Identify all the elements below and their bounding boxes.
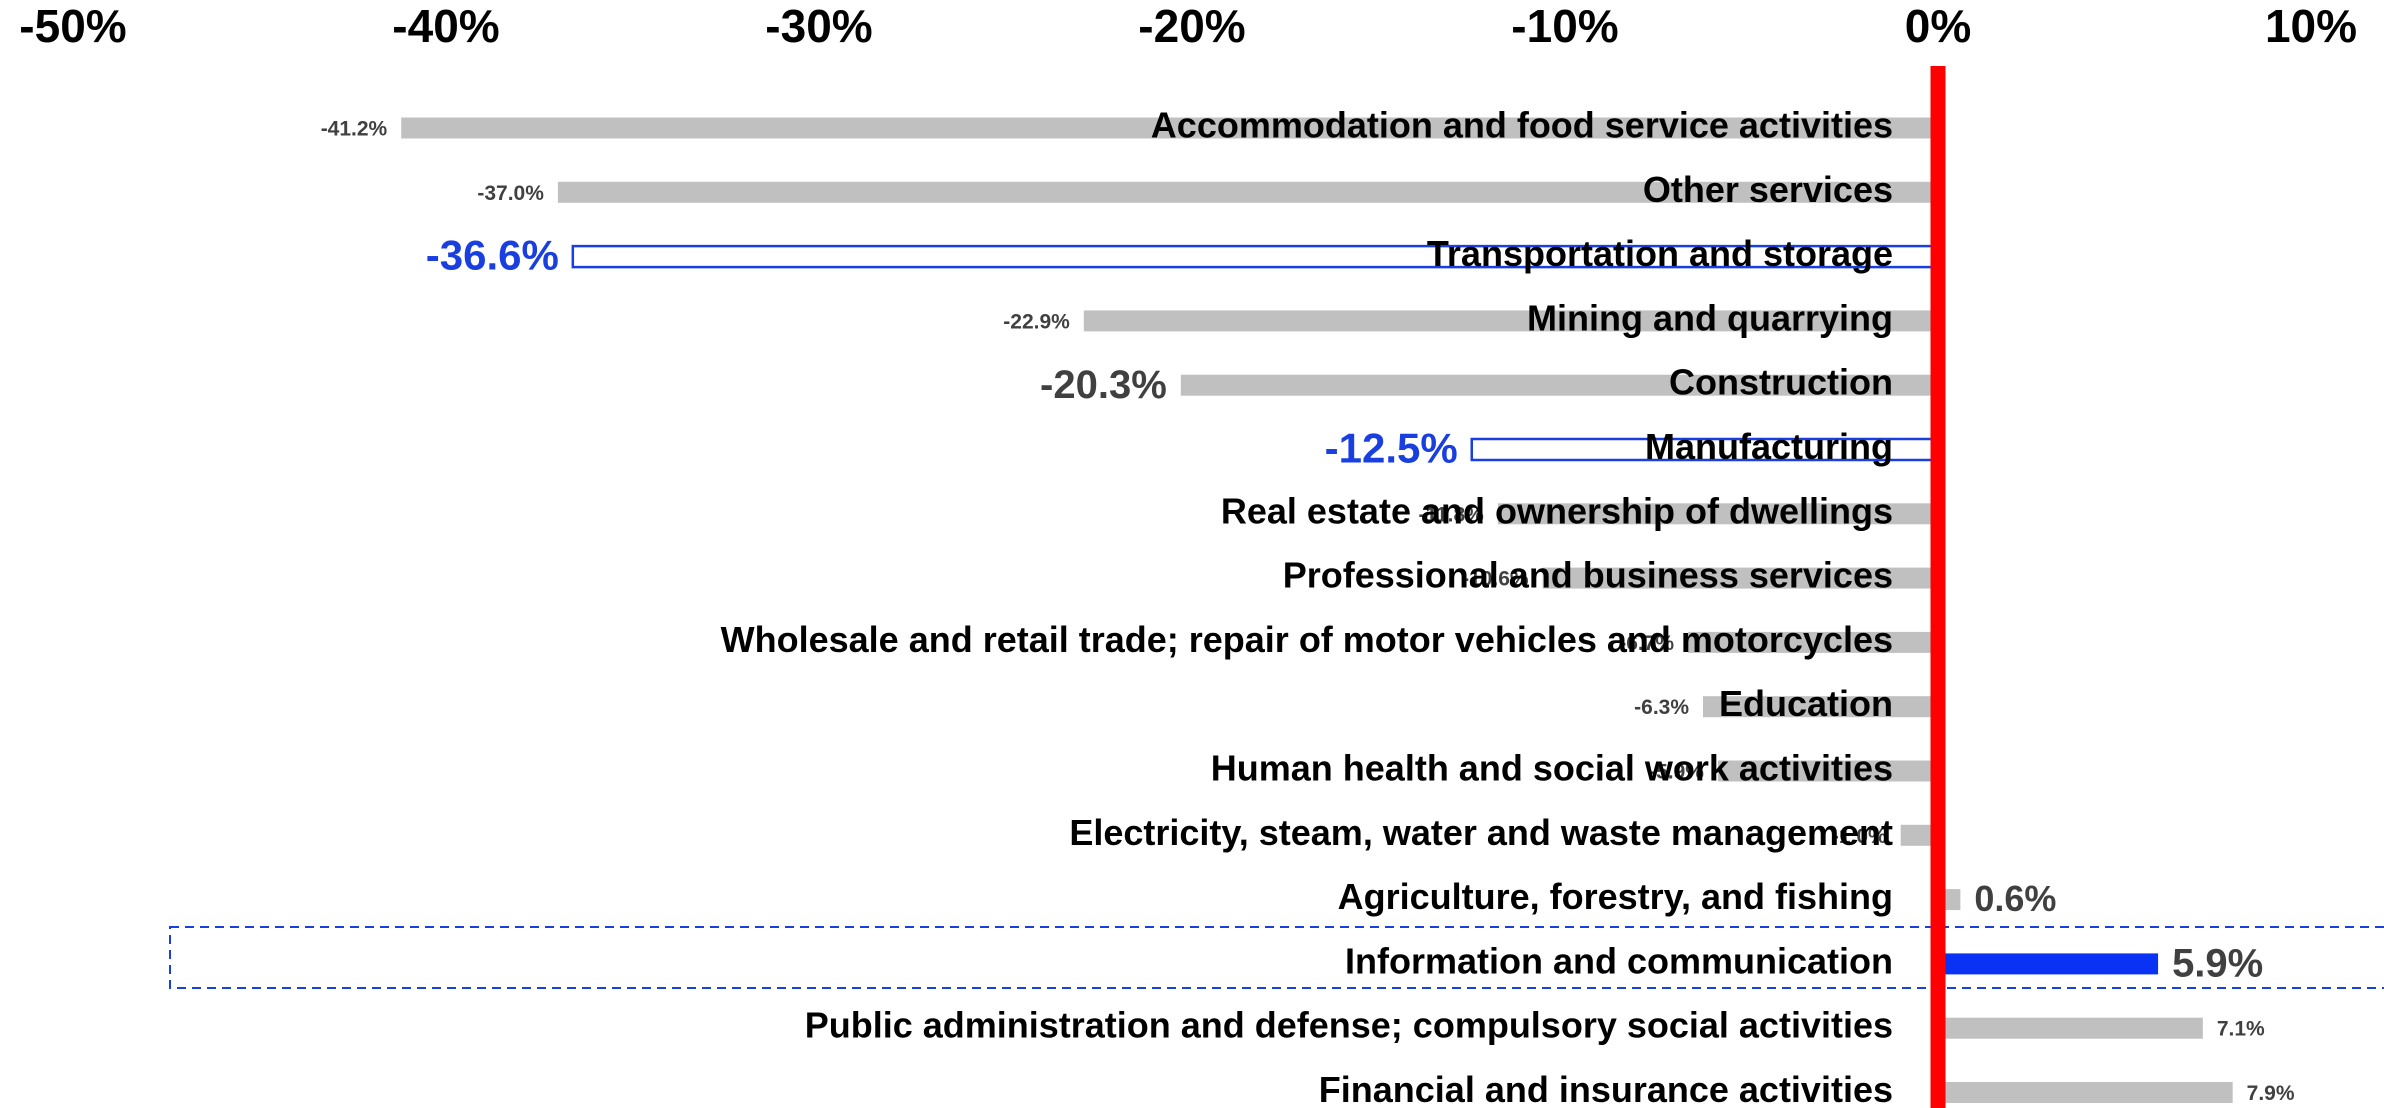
category-label: Other services bbox=[1643, 169, 1893, 210]
value-label: -12.5% bbox=[1325, 425, 1458, 472]
x-tick-label: 10% bbox=[2265, 0, 2357, 52]
value-label: -37.0% bbox=[477, 182, 544, 205]
bar bbox=[1938, 953, 2159, 975]
bar bbox=[1938, 1017, 2203, 1039]
bar bbox=[401, 117, 1938, 139]
bars bbox=[401, 117, 2233, 1103]
x-tick-label: -10% bbox=[1511, 0, 1618, 52]
bar bbox=[557, 181, 1938, 203]
category-label: Mining and quarrying bbox=[1527, 297, 1893, 338]
x-tick-label: -30% bbox=[765, 0, 872, 52]
value-label: -11.8% bbox=[1418, 503, 1484, 526]
category-label: Education bbox=[1719, 683, 1893, 724]
category-label: Real estate and ownership of dwellings bbox=[1221, 490, 1893, 531]
bar bbox=[1717, 760, 1938, 782]
value-label: -22.9% bbox=[1003, 310, 1070, 333]
value-label: -41.2% bbox=[321, 118, 388, 141]
bar bbox=[1938, 1082, 2233, 1103]
category-label: Public administration and defense; compu… bbox=[805, 1005, 1893, 1046]
value-label: 7.1% bbox=[2217, 1018, 2265, 1041]
highlight-box bbox=[169, 926, 2384, 989]
value-label: -6.3% bbox=[1634, 696, 1689, 719]
bar bbox=[1542, 567, 1938, 589]
value-label: -5.9% bbox=[1649, 761, 1704, 784]
bar bbox=[1703, 696, 1938, 718]
x-tick-label: -50% bbox=[19, 0, 126, 52]
bar bbox=[1900, 824, 1938, 846]
category-label: Human health and social work activities bbox=[1211, 748, 1893, 789]
category-label: Transportation and storage bbox=[1427, 233, 1893, 274]
value-label: -1.0% bbox=[1832, 825, 1887, 848]
category-label: Electricity, steam, water and waste mana… bbox=[1069, 812, 1893, 853]
category-label: Construction bbox=[1669, 362, 1893, 403]
category-label: Agriculture, forestry, and fishing bbox=[1338, 876, 1893, 917]
value-label: -20.3% bbox=[1040, 363, 1167, 407]
x-tick-label: -20% bbox=[1138, 0, 1245, 52]
value-labels: -41.2% -37.0% -36.6% -22.9% -20.3% -12.5% -11.… bbox=[321, 118, 2295, 1106]
bar bbox=[1688, 631, 1938, 653]
category-label: Information and communication bbox=[1345, 940, 1893, 981]
category-label: Accommodation and food service activitie… bbox=[1151, 105, 1893, 146]
bar bbox=[1180, 374, 1938, 396]
bar bbox=[1083, 310, 1938, 332]
value-label: -10.6% bbox=[1462, 568, 1529, 591]
value-label: 0.6% bbox=[1974, 878, 2056, 919]
category-labels: Accommodation and food service activitie… bbox=[721, 105, 1893, 1108]
value-label: -6.7% bbox=[1619, 632, 1674, 655]
value-label: 5.9% bbox=[2172, 941, 2263, 985]
value-label: -36.6% bbox=[426, 232, 559, 279]
category-label: Financial and insurance activities bbox=[1319, 1069, 1893, 1108]
category-label: Professional and business services bbox=[1283, 555, 1893, 596]
bar bbox=[1497, 503, 1938, 525]
x-tick-label: -40% bbox=[392, 0, 499, 52]
category-label: Wholesale and retail trade; repair of mo… bbox=[721, 619, 1893, 660]
value-label: 7.9% bbox=[2247, 1082, 2295, 1105]
category-label: Manufacturing bbox=[1645, 426, 1893, 467]
x-tick-label: 0% bbox=[1905, 0, 1971, 52]
